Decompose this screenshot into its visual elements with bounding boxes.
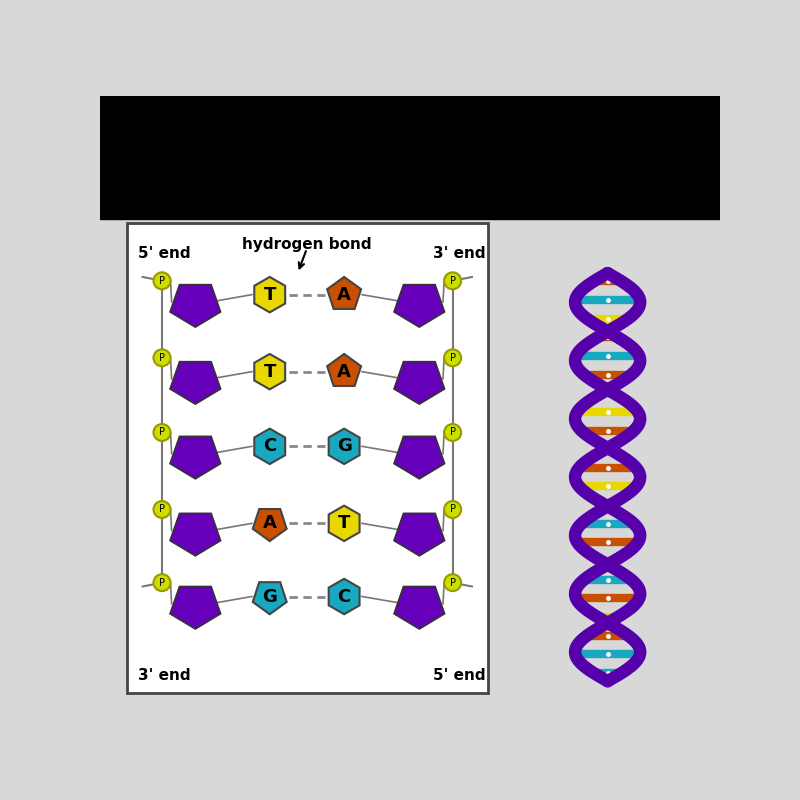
Circle shape bbox=[154, 501, 170, 518]
Bar bbox=[100, 96, 720, 219]
Text: 3' end: 3' end bbox=[434, 246, 486, 261]
Text: 5' end: 5' end bbox=[434, 668, 486, 682]
Polygon shape bbox=[254, 277, 285, 312]
Text: P: P bbox=[450, 505, 456, 514]
Text: A: A bbox=[337, 362, 351, 381]
Text: 5' end: 5' end bbox=[138, 246, 190, 261]
Text: C: C bbox=[263, 438, 276, 455]
Text: P: P bbox=[159, 276, 165, 286]
Polygon shape bbox=[254, 429, 285, 464]
Text: P: P bbox=[159, 353, 165, 363]
Text: T: T bbox=[338, 514, 350, 532]
Text: T: T bbox=[263, 362, 276, 381]
Circle shape bbox=[444, 574, 461, 591]
Text: T: T bbox=[263, 286, 276, 304]
Polygon shape bbox=[253, 509, 286, 541]
Text: P: P bbox=[159, 578, 165, 588]
Circle shape bbox=[444, 424, 461, 441]
Text: P: P bbox=[450, 578, 456, 588]
Polygon shape bbox=[394, 436, 445, 479]
Polygon shape bbox=[327, 354, 361, 386]
Polygon shape bbox=[170, 285, 221, 327]
Text: hydrogen bond: hydrogen bond bbox=[242, 237, 372, 252]
Circle shape bbox=[154, 272, 170, 290]
Polygon shape bbox=[329, 578, 359, 614]
Text: P: P bbox=[450, 353, 456, 363]
Polygon shape bbox=[329, 429, 359, 464]
Polygon shape bbox=[254, 354, 285, 390]
Polygon shape bbox=[170, 514, 221, 556]
Polygon shape bbox=[394, 362, 445, 404]
Text: A: A bbox=[262, 514, 277, 532]
Circle shape bbox=[154, 424, 170, 441]
Text: P: P bbox=[159, 505, 165, 514]
Text: C: C bbox=[338, 587, 350, 606]
Text: P: P bbox=[450, 427, 456, 438]
Text: A: A bbox=[337, 286, 351, 304]
Polygon shape bbox=[170, 362, 221, 404]
Circle shape bbox=[444, 501, 461, 518]
Polygon shape bbox=[329, 506, 359, 541]
Polygon shape bbox=[327, 277, 361, 309]
Text: G: G bbox=[337, 438, 351, 455]
Polygon shape bbox=[394, 285, 445, 327]
Text: P: P bbox=[450, 276, 456, 286]
Polygon shape bbox=[394, 586, 445, 629]
Text: G: G bbox=[262, 587, 277, 606]
Polygon shape bbox=[170, 436, 221, 479]
Circle shape bbox=[444, 272, 461, 290]
Text: 3' end: 3' end bbox=[138, 668, 190, 682]
Circle shape bbox=[154, 350, 170, 366]
Bar bbox=[127, 223, 487, 693]
Circle shape bbox=[154, 574, 170, 591]
Text: P: P bbox=[159, 427, 165, 438]
Circle shape bbox=[444, 350, 461, 366]
Polygon shape bbox=[170, 586, 221, 629]
Polygon shape bbox=[253, 582, 286, 614]
Polygon shape bbox=[394, 514, 445, 556]
